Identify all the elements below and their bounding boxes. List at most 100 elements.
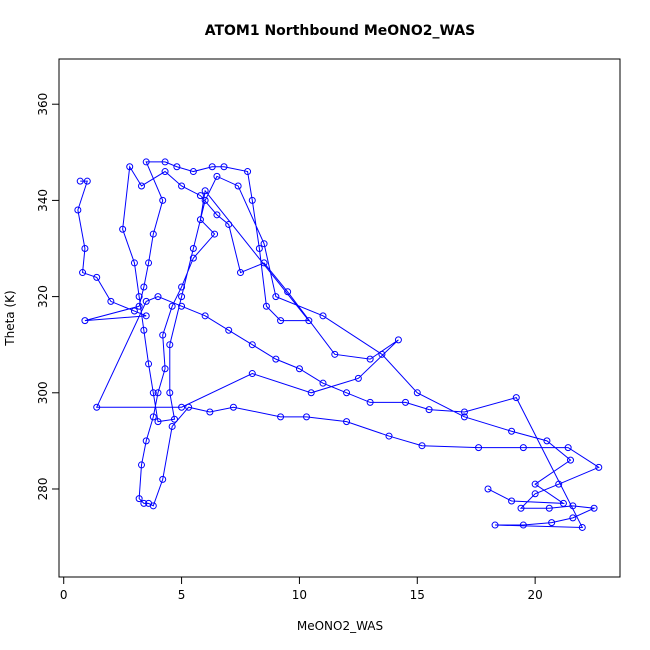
data-point [255, 245, 263, 253]
data-point [201, 196, 209, 204]
data-point [154, 389, 162, 397]
data-point [178, 182, 186, 190]
data-point [159, 331, 167, 339]
x-tick-label: 0 [60, 588, 68, 602]
data-point [234, 182, 242, 190]
data-point [319, 379, 327, 387]
data-point [206, 408, 214, 416]
data-point [569, 514, 577, 522]
data-point [178, 293, 186, 301]
data-point [138, 461, 145, 469]
data-point [149, 230, 157, 238]
data-point [354, 374, 362, 382]
data-point [590, 504, 598, 512]
data-point [166, 341, 174, 349]
data-point [277, 317, 285, 325]
data-point [135, 302, 143, 310]
data-point [189, 168, 197, 176]
data-point [145, 259, 153, 267]
data-point [248, 370, 256, 378]
y-axis-label: Theta (K) [3, 290, 17, 346]
data-point [161, 168, 169, 176]
data-point [161, 158, 169, 166]
data-point [366, 355, 374, 363]
data-point [378, 350, 386, 358]
data-point [548, 519, 556, 527]
data-point [140, 499, 148, 507]
data-point [543, 437, 551, 445]
data-point [83, 177, 91, 185]
data-point [149, 389, 157, 397]
data-point [225, 326, 233, 334]
data-point [260, 259, 268, 267]
data-point [519, 444, 527, 452]
data-point [201, 312, 209, 320]
data-point [229, 403, 237, 411]
y-tick-label: 280 [36, 478, 50, 501]
x-tick-label: 5 [178, 588, 186, 602]
data-point [196, 216, 204, 224]
data-point [208, 163, 216, 171]
data-point [475, 444, 483, 452]
data-point [196, 192, 204, 200]
y-tick-label: 340 [36, 189, 50, 212]
data-point [220, 163, 228, 171]
data-point [168, 302, 176, 310]
data-point [508, 497, 516, 505]
data-point [159, 475, 167, 483]
data-point [564, 444, 572, 452]
data-point [135, 495, 143, 503]
data-point [402, 398, 409, 406]
data-point [154, 418, 162, 426]
data-point [303, 413, 310, 421]
data-point [189, 245, 197, 253]
data-point [343, 418, 351, 426]
x-tick-label: 15 [410, 588, 425, 602]
data-point [595, 463, 603, 471]
y-tick-label: 300 [36, 381, 50, 404]
data-point [178, 283, 186, 291]
data-point [76, 177, 84, 185]
data-point [305, 317, 313, 325]
data-point [178, 403, 186, 411]
data-point [531, 480, 539, 488]
data-point [508, 427, 516, 435]
data-point [178, 302, 186, 310]
data-point [142, 437, 150, 445]
data-point [519, 521, 527, 529]
data-point [140, 283, 148, 291]
data-point [517, 504, 525, 512]
data-point [413, 389, 421, 397]
data-point [385, 432, 393, 440]
y-tick-label: 360 [36, 93, 50, 116]
data-point [142, 158, 150, 166]
data-point [189, 254, 197, 262]
data-point [394, 336, 402, 344]
data-point [512, 394, 520, 402]
data-point [277, 413, 285, 421]
data-point [135, 293, 143, 301]
data-point [161, 365, 169, 373]
data-point [211, 230, 219, 238]
data-point [213, 172, 221, 180]
data-point [149, 502, 157, 510]
data-point [145, 360, 153, 368]
data-point [343, 389, 351, 397]
data-line [77, 161, 600, 528]
data-point [244, 168, 252, 176]
data-point [366, 398, 374, 406]
data-point [237, 269, 244, 277]
data-point [555, 480, 563, 488]
data-point [319, 312, 327, 320]
data-point [93, 273, 101, 281]
data-point [130, 307, 138, 315]
data-point [248, 196, 256, 204]
data-point [173, 163, 181, 171]
data-point [418, 442, 426, 450]
data-point [295, 365, 303, 373]
data-point [569, 502, 577, 510]
data-point [272, 355, 280, 363]
data-point [74, 206, 82, 214]
data-point [248, 341, 256, 349]
